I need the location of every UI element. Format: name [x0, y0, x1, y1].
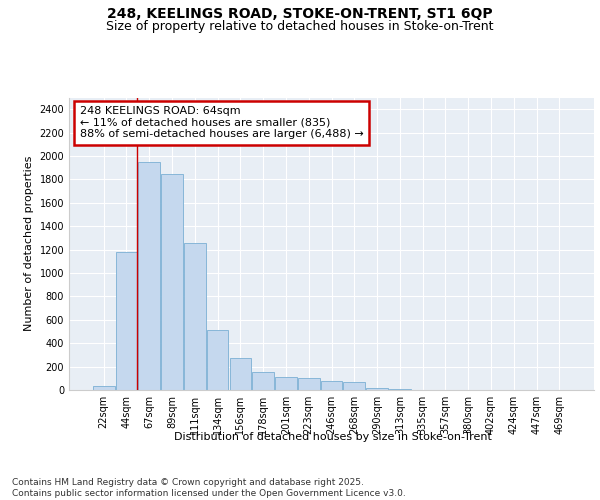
Bar	[207, 330, 229, 390]
Text: 248, KEELINGS ROAD, STOKE-ON-TRENT, ST1 6QP: 248, KEELINGS ROAD, STOKE-ON-TRENT, ST1 …	[107, 8, 493, 22]
Text: Distribution of detached houses by size in Stoke-on-Trent: Distribution of detached houses by size …	[174, 432, 492, 442]
Y-axis label: Number of detached properties: Number of detached properties	[24, 156, 34, 332]
Bar	[320, 380, 343, 390]
Text: Contains HM Land Registry data © Crown copyright and database right 2025.
Contai: Contains HM Land Registry data © Crown c…	[12, 478, 406, 498]
Bar	[298, 378, 320, 390]
Bar	[184, 242, 206, 390]
Bar	[93, 386, 115, 390]
Text: 248 KEELINGS ROAD: 64sqm
← 11% of detached houses are smaller (835)
88% of semi-: 248 KEELINGS ROAD: 64sqm ← 11% of detach…	[79, 106, 363, 140]
Bar	[366, 388, 388, 390]
Bar	[139, 162, 160, 390]
Bar	[161, 174, 183, 390]
Bar	[275, 377, 297, 390]
Text: Size of property relative to detached houses in Stoke-on-Trent: Size of property relative to detached ho…	[106, 20, 494, 33]
Bar	[343, 382, 365, 390]
Bar	[116, 252, 137, 390]
Bar	[230, 358, 251, 390]
Bar	[253, 372, 274, 390]
